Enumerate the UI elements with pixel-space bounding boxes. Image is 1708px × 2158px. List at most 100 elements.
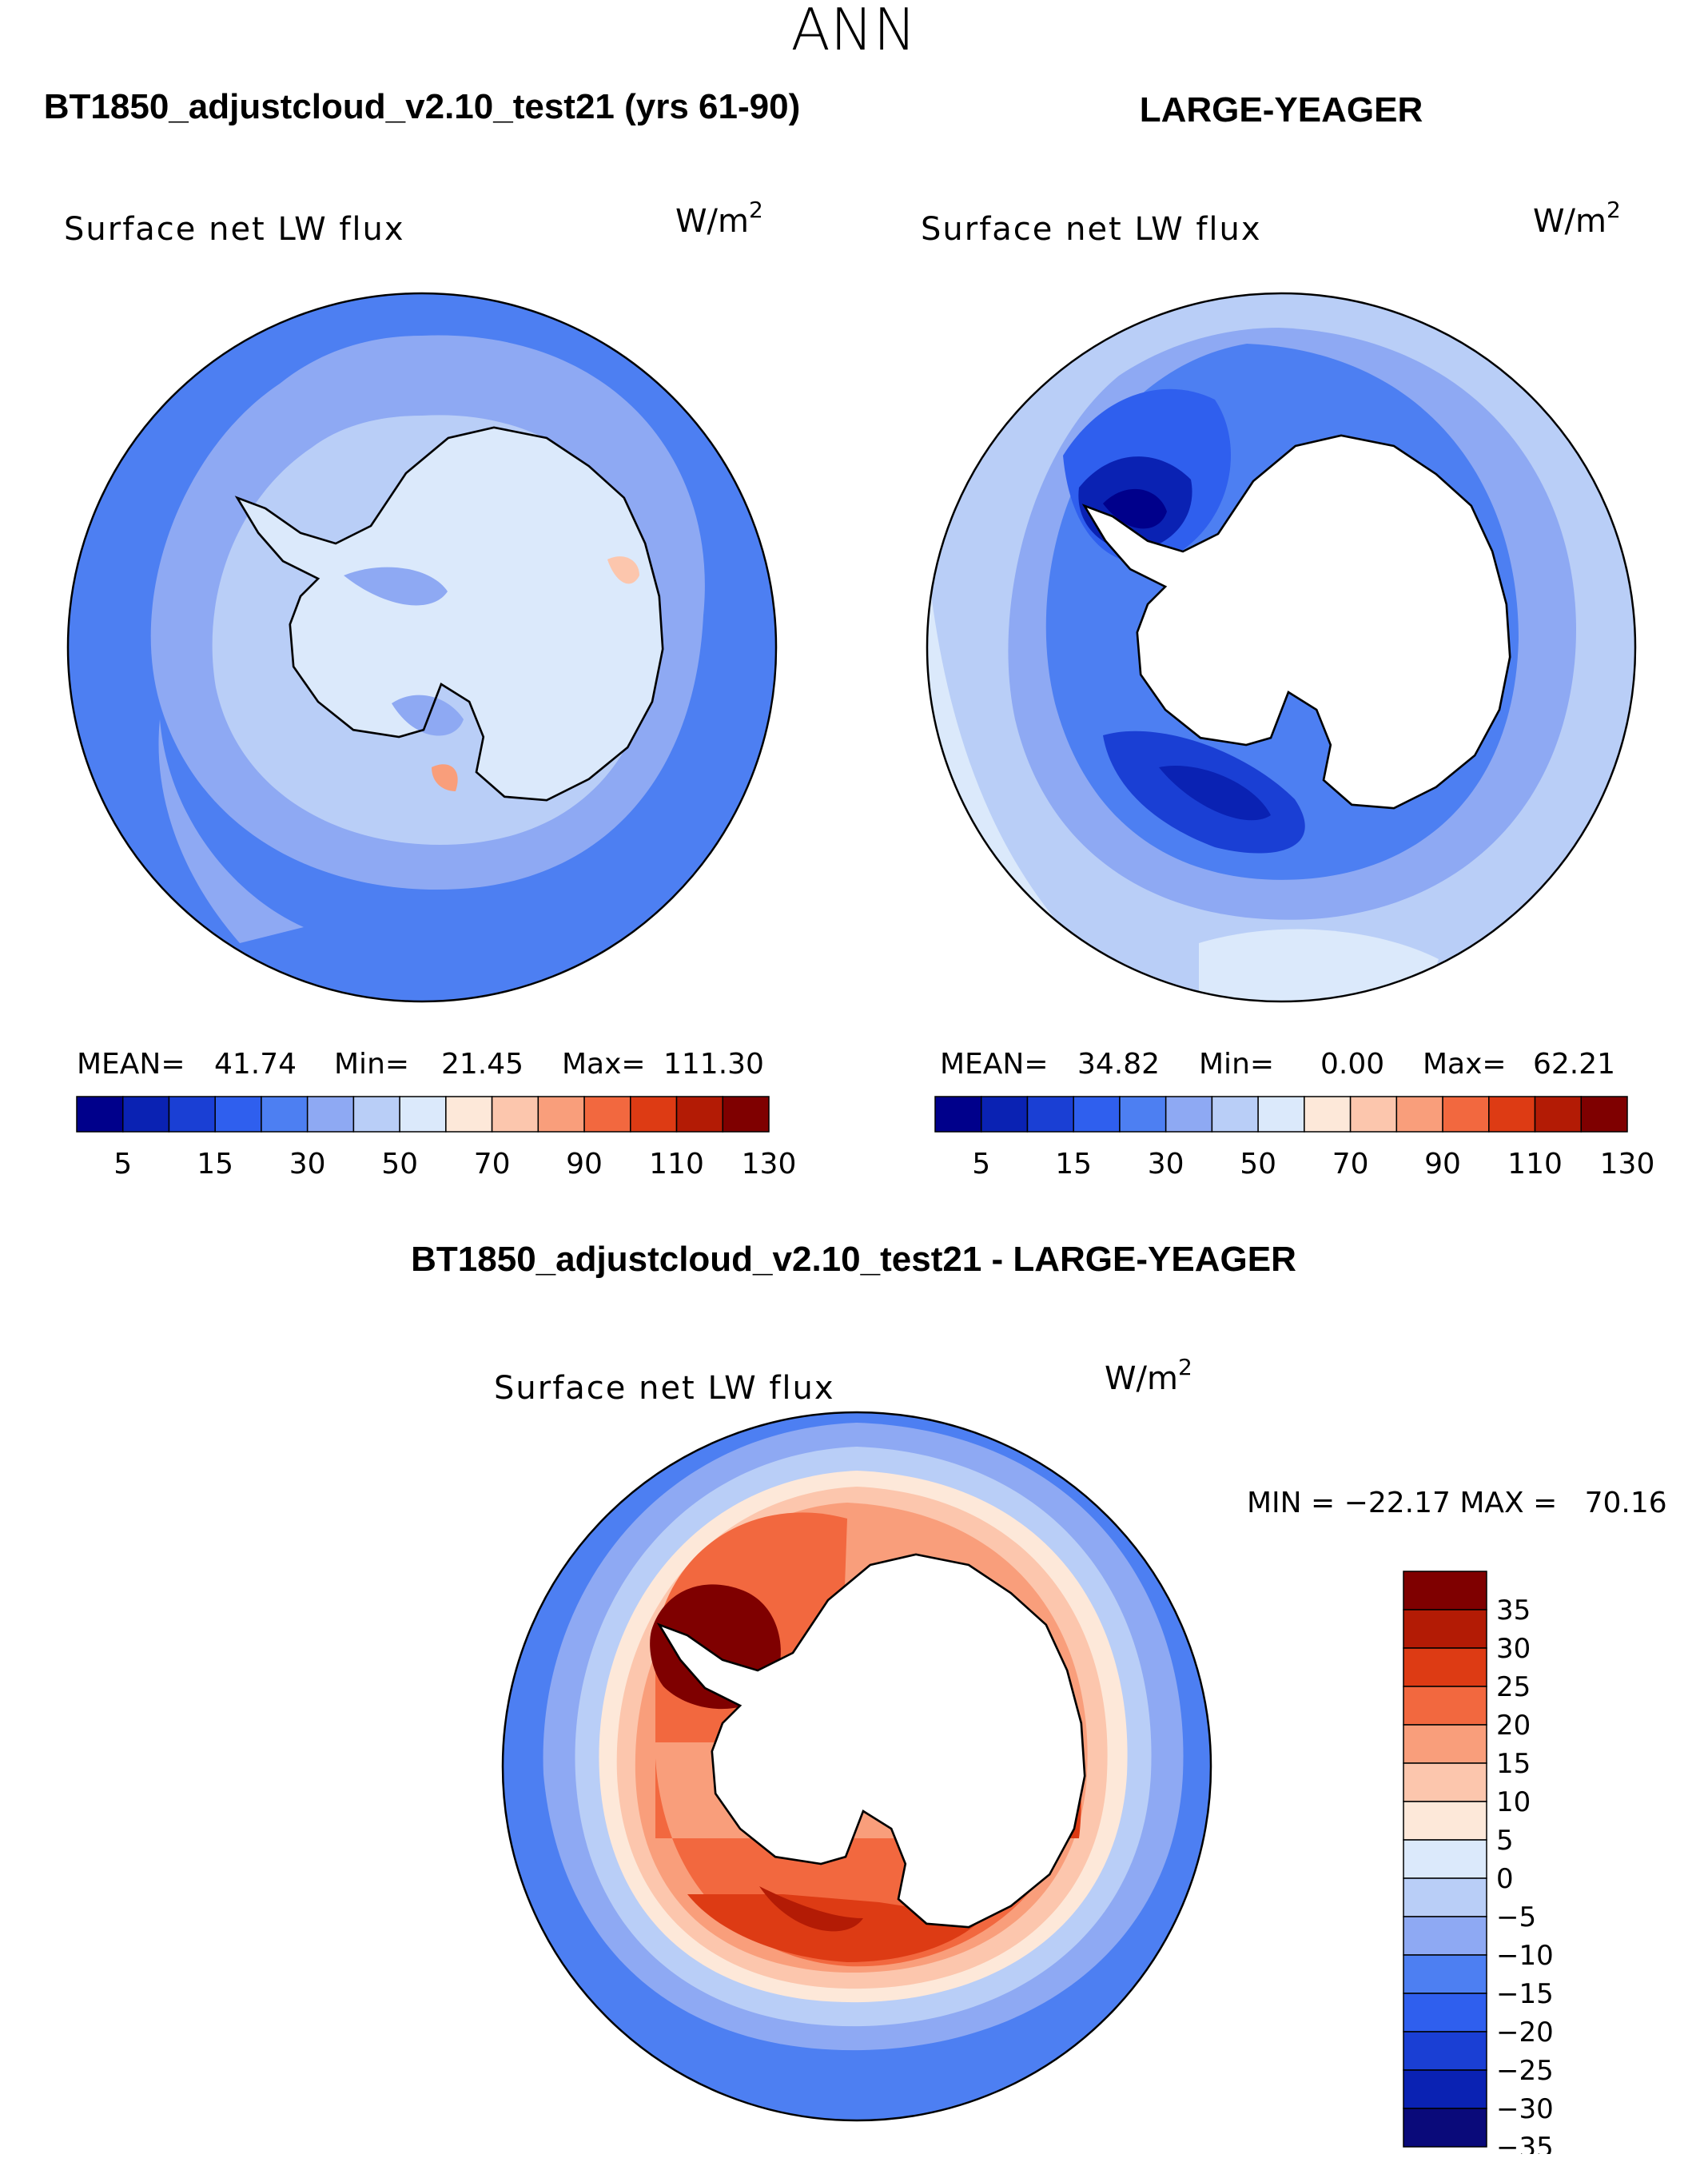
panel-obs-units: W/m2 <box>1533 197 1621 240</box>
stat-min-label: Min= <box>1199 1048 1274 1081</box>
map-field-band <box>1159 766 1271 821</box>
map-warm-spot <box>607 556 639 584</box>
panel-model-colorbar: 5 15 30 50 70 90 110 130 <box>76 1096 797 1181</box>
colorbar-swatch <box>1403 1686 1487 1726</box>
panel-difference-units: W/m2 <box>1105 1354 1192 1397</box>
colorbar-tick-label: −5 <box>1496 1901 1536 1933</box>
map-field-band <box>392 695 464 736</box>
colorbar-swatch <box>1442 1096 1490 1133</box>
colorbar-swatch <box>1403 1916 1487 1956</box>
panel-model-map-border <box>66 292 778 1003</box>
colorbar-swatch <box>537 1096 585 1133</box>
season-title: ANN <box>791 0 917 63</box>
panel-difference-colorbar: 35 30 25 20 15 10 5 0 −5 −10 −15 −20 −25 −30 −35 <box>1403 1571 1554 2158</box>
colorbar-tick-label: 110 <box>1507 1148 1563 1181</box>
colorbar-swatch <box>1403 1762 1487 1802</box>
colorbar-swatch <box>1580 1096 1628 1133</box>
colorbar-swatch <box>583 1096 631 1133</box>
colorbar-swatch <box>1257 1096 1305 1133</box>
colorbar-tick-label: 70 <box>474 1148 511 1181</box>
colorbar-swatch <box>168 1096 216 1133</box>
colorbar-swatch <box>1119 1096 1167 1133</box>
colorbar-tick-label: −25 <box>1496 2055 1554 2087</box>
panel-obs-title: LARGE-YEAGER <box>1140 90 1423 129</box>
stat-max-label: Max= <box>562 1048 646 1081</box>
colorbar-tick-label: 90 <box>566 1148 603 1181</box>
colorbar-swatch <box>1403 2108 1487 2148</box>
colorbar-swatch <box>1403 1571 1487 1611</box>
stat-min-value: 0.00 <box>1320 1048 1384 1081</box>
colorbar-tick-label: 15 <box>197 1148 233 1181</box>
colorbar-tick-label: 10 <box>1496 1786 1531 1818</box>
stat-mean-value: 34.82 <box>1077 1048 1160 1081</box>
colorbar-tick-label: 35 <box>1496 1595 1531 1626</box>
colorbar-swatch <box>306 1096 355 1133</box>
colorbar-swatch <box>1403 1801 1487 1841</box>
colorbar-swatch <box>1211 1096 1259 1133</box>
colorbar-tick-label: −15 <box>1496 1978 1554 2010</box>
colorbar-swatch <box>1488 1096 1536 1133</box>
panel-obs-colorbar: 5 15 30 50 70 90 110 130 <box>934 1096 1655 1181</box>
colorbar-swatch <box>1403 1647 1487 1687</box>
stat-max-value: 62.21 <box>1533 1048 1615 1081</box>
colorbar-swatch <box>934 1096 982 1133</box>
map-field-band <box>158 719 304 943</box>
colorbar-tick-label: 70 <box>1332 1148 1369 1181</box>
colorbar-swatch <box>1304 1096 1352 1133</box>
panel-difference-stats: MIN = −22.17 MAX = 70.16 <box>1247 1487 1667 1519</box>
colorbar-tick-label: 5 <box>1496 1825 1514 1857</box>
panel-difference-variable: Surface net LW flux <box>494 1370 835 1407</box>
panel-difference: BT1850_adjustcloud_v2.10_test21 - LARGE-… <box>411 1240 1667 2158</box>
colorbar-swatch <box>1403 1839 1487 1879</box>
map-field-band <box>1103 488 1167 529</box>
stat-mean-label: MEAN= <box>77 1048 185 1081</box>
stat-mean-label: MEAN= <box>940 1048 1049 1081</box>
panel-model-units: W/m2 <box>675 197 763 240</box>
colorbar-tick-label: 5 <box>113 1148 132 1181</box>
colorbar-swatch <box>1349 1096 1398 1133</box>
panel-obs-map-border <box>926 292 1637 1003</box>
colorbar-swatch <box>352 1096 400 1133</box>
colorbar-tick-label: 15 <box>1055 1148 1092 1181</box>
panel-difference-title: BT1850_adjustcloud_v2.10_test21 - LARGE-… <box>411 1240 1296 1279</box>
colorbar-tick-label: 30 <box>1496 1633 1531 1665</box>
stat-min-label: Min= <box>334 1048 409 1081</box>
colorbar-tick-label: −10 <box>1496 1940 1554 1972</box>
colorbar-tick-label: −30 <box>1496 2093 1554 2125</box>
colorbar-tick-label: −35 <box>1496 2132 1554 2154</box>
colorbar-tick-label: 20 <box>1496 1710 1531 1742</box>
map-warm-spot <box>432 764 458 791</box>
colorbar-tick-label: 25 <box>1496 1671 1531 1703</box>
colorbar-swatch <box>1403 1609 1487 1649</box>
colorbar-swatch <box>1403 1954 1487 1994</box>
colorbar-tick-label: 110 <box>649 1148 704 1181</box>
colorbar-tick-label: 130 <box>742 1148 797 1181</box>
colorbar-swatch <box>980 1096 1029 1133</box>
colorbar-swatch <box>1534 1096 1583 1133</box>
colorbar-swatch <box>1165 1096 1213 1133</box>
stat-mean-value: 41.74 <box>214 1048 297 1081</box>
colorbar-swatch <box>1403 1993 1487 2033</box>
stat-max-value: 111.30 <box>663 1048 764 1081</box>
colorbar-swatch <box>121 1096 170 1133</box>
colorbar-swatch <box>1026 1096 1074 1133</box>
colorbar-tick-label: 130 <box>1600 1148 1655 1181</box>
colorbar-swatch <box>491 1096 539 1133</box>
colorbar-tick-label: 50 <box>1240 1148 1276 1181</box>
colorbar-tick-label: 50 <box>381 1148 418 1181</box>
panel-difference-map-border <box>501 1411 1212 2122</box>
panel-model: BT1850_adjustcloud_v2.10_test21 (yrs 61-… <box>44 87 801 1181</box>
colorbar-swatch <box>1403 2031 1487 2071</box>
map-field-band <box>759 1886 863 1932</box>
colorbar-swatch <box>1073 1096 1121 1133</box>
colorbar-swatch <box>1403 1877 1487 1917</box>
panel-model-title: BT1850_adjustcloud_v2.10_test21 (yrs 61-… <box>44 87 801 126</box>
stat-min-value: 21.45 <box>441 1048 524 1081</box>
colorbar-swatch <box>675 1096 724 1133</box>
colorbar-swatch <box>1395 1096 1443 1133</box>
panel-model-stats: MEAN= 41.74 Min= 21.45 Max= 111.30 <box>77 1048 764 1081</box>
colorbar-swatch <box>722 1096 770 1133</box>
colorbar-swatch <box>445 1096 493 1133</box>
colorbar-tick-label: 0 <box>1496 1863 1514 1895</box>
panel-obs-stats: MEAN= 34.82 Min= 0.00 Max= 62.21 <box>940 1048 1615 1081</box>
